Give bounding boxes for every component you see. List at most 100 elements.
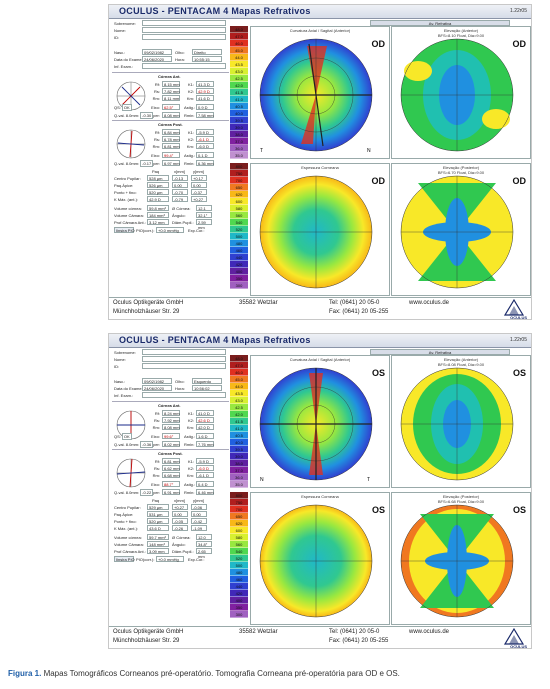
- birth-value: 09/02/1982: [142, 378, 172, 384]
- curvature-map-panel[interactable]: Curvatura Axial / Sagital (Anterior) OD …: [250, 26, 390, 159]
- rm-label: Rm:: [152, 425, 160, 430]
- name-field[interactable]: [142, 27, 226, 33]
- elevation-front-panel[interactable]: Elevação (Anterior) BFS=8.10 Float, Dia=…: [391, 26, 531, 159]
- scale-step: 700: [230, 177, 248, 184]
- thinnest-y: -0.42: [191, 518, 207, 524]
- eye-badge: OD: [512, 39, 527, 49]
- company-city: 35582 Wetzlar: [239, 629, 278, 635]
- qval-row: Q-val. 8.0mm: -0.36: [114, 441, 154, 448]
- scale-step: 600: [230, 198, 248, 205]
- bfs-label: BFS=8.10 Float, Dia=9.00: [437, 33, 485, 38]
- info-field[interactable]: [142, 392, 226, 398]
- rs-label: Rs:: [154, 418, 160, 423]
- table-row: Prof.Câmara Ant.: 3.09 mm Diâm.Pupil.: 2.65…: [112, 548, 229, 559]
- scale-step: 540: [230, 548, 248, 555]
- iop-label: PIO(corr.):: [136, 228, 155, 233]
- bfs-label: BFS=8.08 Float, Dia=9.00: [437, 362, 485, 367]
- rmin-label: Rmin:: [184, 113, 195, 118]
- surname-row: Sobrenome:: [112, 20, 229, 27]
- company-street: Münchholzhäuser Str. 29: [113, 309, 180, 315]
- rs-label: Rs:: [154, 137, 160, 142]
- scale-step: 460: [230, 576, 248, 583]
- k2-label: K2:: [187, 418, 194, 423]
- pachymetry-panel[interactable]: Espessura Corneana OS: [250, 492, 390, 625]
- anterior-title: Córnea Ant.: [158, 74, 181, 79]
- oculus-logo-icon: [503, 298, 525, 316]
- id-field[interactable]: [142, 363, 226, 369]
- k2-label: K2:: [187, 137, 194, 142]
- scale-step: 440: [230, 583, 248, 590]
- refractive-maps: Av. Refrativa 48.0 47.0 46.0 45.0 44.0 43.5 43…: [230, 349, 531, 625]
- tab-refractive[interactable]: Av. Refrativa: [370, 20, 510, 26]
- rmin-value: 7.58 mm: [196, 112, 214, 118]
- insert-iop-button[interactable]: Iinsira PIO: [114, 556, 135, 562]
- software-version: 1.22r05: [510, 337, 527, 343]
- thinnest-value: 520 µm: [147, 189, 169, 195]
- patient-panel: Sobrenome: Nome: ID: Nasc.: 09/02/1982 O…: [112, 20, 229, 296]
- chamber-volume-value: 184 mm³: [147, 212, 169, 218]
- qval-label: Q-val. 8.0mm:: [114, 161, 140, 166]
- scale-step: 40.0: [230, 439, 248, 446]
- name-field[interactable]: [142, 356, 226, 362]
- nasal-marker: N: [367, 148, 371, 154]
- scale-step: 44.0: [230, 54, 248, 61]
- scale-step: 43.5: [230, 390, 248, 397]
- x-col-header: x[mm]: [174, 498, 185, 503]
- rmin-value: 6.36 mm: [196, 160, 214, 166]
- rm-label: Rm:: [152, 473, 160, 478]
- scale-step: 39.5: [230, 117, 248, 124]
- table-row: Volume Câmara: 148 mm³ Ângulo: 34.8°: [112, 541, 229, 548]
- logo-text: OCULUS: [510, 644, 527, 649]
- scale-step: 400: [230, 268, 248, 275]
- elevation-back-panel[interactable]: Elevação (Posterior) BFS=6.70 Float, Dia…: [391, 163, 531, 296]
- scale-step: 36.0: [230, 145, 248, 152]
- pachymetry-panel[interactable]: Espessura Corneana OD: [250, 163, 390, 296]
- qval-label: Q-val. 8.0mm:: [114, 490, 140, 495]
- rf-label: Rf:: [154, 82, 160, 87]
- surname-field[interactable]: [142, 349, 226, 355]
- thinnest-x: -0.70: [172, 189, 188, 195]
- company-name: Oculus Optikgeräte GmbH: [113, 300, 184, 306]
- id-field[interactable]: [142, 34, 226, 40]
- astig-label: Astig.:: [184, 482, 196, 487]
- info-field[interactable]: [142, 63, 226, 69]
- eye-label: Olho:: [175, 50, 185, 55]
- curvature-map-panel[interactable]: Curvatura Axial / Sagital (Anterior) OS …: [250, 355, 390, 488]
- angle-label: Ângulo:: [172, 542, 186, 547]
- patient-panel: Sobrenome: Nome: ID: Nasc.: 09/02/1982 O…: [112, 349, 229, 625]
- rper-label: Rper:: [150, 490, 160, 495]
- thinnest-y: -0.37: [191, 189, 207, 195]
- surname-field[interactable]: [142, 20, 226, 26]
- table-row: K Máx. (ant.): 43.6 D -0.26 -1.09: [112, 525, 229, 532]
- scale-step: 43.0: [230, 397, 248, 404]
- elevation-front-map: [400, 38, 514, 152]
- kmax-value: 43.6 D: [147, 525, 169, 531]
- scale-step: 520: [230, 555, 248, 562]
- panel-title: Elevação (Anterior): [443, 357, 479, 362]
- km-value: -6.1 D: [196, 472, 214, 478]
- elevation-front-map: [400, 367, 514, 481]
- tab-refractive[interactable]: Av. Refrativa: [370, 349, 510, 355]
- scale-step: 440: [230, 254, 248, 261]
- logo-text: OCULUS: [510, 315, 527, 320]
- report-footer: Oculus Optikgeräte GmbH Münchholzhäuser …: [109, 297, 531, 320]
- company-street: Münchholzhäuser Str. 29: [113, 638, 180, 644]
- scale-step: 41.5: [230, 418, 248, 425]
- k2-value: -6.0 D: [196, 465, 214, 471]
- corneal-volume-label: Volume córnea:: [114, 535, 142, 540]
- chamber-volume-value: 148 mm³: [147, 541, 169, 547]
- table-row: Prof.Câmara Ant.: 3.12 mm Diâm.Pupil.: 2.59…: [112, 219, 229, 230]
- elevation-front-panel[interactable]: Elevação (Anterior) BFS=8.08 Float, Dia=…: [391, 355, 531, 488]
- pachy-apex-x: 0.00: [172, 182, 188, 188]
- k2-value: 42.6 D: [196, 417, 214, 423]
- eye-value: Esquerdo: [192, 378, 222, 384]
- pupil-center-x: -0.13: [172, 175, 188, 181]
- qs-row: QS: OK: [114, 104, 132, 111]
- elevation-back-panel[interactable]: Elevação (Posterior) BFS=6.68 Float, Dia…: [391, 492, 531, 625]
- insert-iop-button[interactable]: Iinsira PIO: [114, 227, 135, 233]
- scale-step: 500: [230, 562, 248, 569]
- time-label: Hora:: [175, 386, 185, 391]
- birth-value: 09/02/1982: [142, 49, 172, 55]
